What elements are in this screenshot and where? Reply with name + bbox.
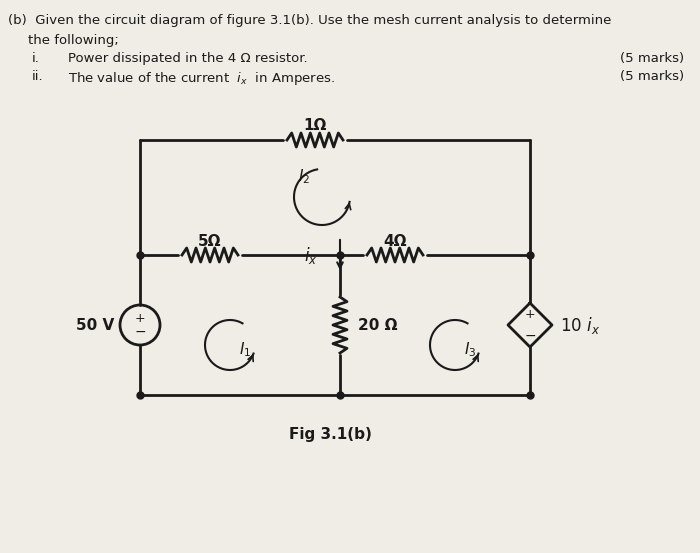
Text: $I_2$: $I_2$	[298, 168, 310, 186]
Text: 50 V: 50 V	[76, 317, 114, 332]
Text: $I_3$: $I_3$	[464, 341, 476, 359]
Text: 20 Ω: 20 Ω	[358, 317, 398, 332]
Text: 1Ω: 1Ω	[303, 118, 327, 133]
Text: (b)  Given the circuit diagram of figure 3.1(b). Use the mesh current analysis t: (b) Given the circuit diagram of figure …	[8, 14, 611, 27]
Text: Fig 3.1(b): Fig 3.1(b)	[288, 427, 372, 442]
Text: (5 marks): (5 marks)	[620, 52, 684, 65]
Text: −: −	[524, 329, 536, 343]
Text: (5 marks): (5 marks)	[620, 70, 684, 83]
Text: 4Ω: 4Ω	[384, 233, 407, 248]
Text: i.: i.	[32, 52, 40, 65]
Text: $\mathit{i_x}$: $\mathit{i_x}$	[304, 244, 318, 265]
Text: ii.: ii.	[32, 70, 43, 83]
Text: 5Ω: 5Ω	[198, 233, 222, 248]
Text: −: −	[134, 325, 146, 339]
Text: Power dissipated in the 4 Ω resistor.: Power dissipated in the 4 Ω resistor.	[68, 52, 307, 65]
Text: $I_1$: $I_1$	[239, 341, 251, 359]
Text: +: +	[134, 312, 146, 326]
Text: $10\ \mathit{i_x}$: $10\ \mathit{i_x}$	[560, 315, 600, 336]
Text: +: +	[525, 307, 536, 321]
Text: The value of the current  $\mathit{i_x}$  in Amperes.: The value of the current $\mathit{i_x}$ …	[68, 70, 335, 87]
Text: the following;: the following;	[28, 34, 119, 47]
